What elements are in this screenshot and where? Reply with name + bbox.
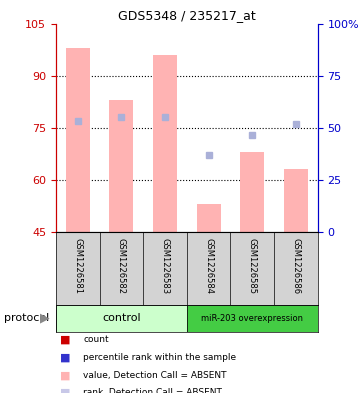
Text: control: control bbox=[102, 313, 141, 323]
Text: GSM1226585: GSM1226585 bbox=[248, 238, 257, 294]
Text: count: count bbox=[83, 336, 109, 344]
Text: rank, Detection Call = ABSENT: rank, Detection Call = ABSENT bbox=[83, 389, 222, 393]
Text: miR-203 overexpression: miR-203 overexpression bbox=[201, 314, 303, 323]
Text: ■: ■ bbox=[60, 388, 70, 393]
Text: GSM1226583: GSM1226583 bbox=[161, 238, 170, 294]
Bar bbox=[56, 305, 187, 332]
Text: GSM1226586: GSM1226586 bbox=[291, 238, 300, 294]
Title: GDS5348 / 235217_at: GDS5348 / 235217_at bbox=[118, 9, 256, 22]
Text: GSM1226584: GSM1226584 bbox=[204, 238, 213, 294]
Text: ■: ■ bbox=[60, 335, 70, 345]
Bar bbox=[284, 169, 308, 232]
Bar bbox=[66, 48, 90, 232]
Text: ▶: ▶ bbox=[40, 312, 50, 325]
Text: GSM1226581: GSM1226581 bbox=[73, 238, 82, 294]
Bar bbox=[109, 100, 133, 232]
Bar bbox=[197, 204, 221, 232]
Text: protocol: protocol bbox=[4, 313, 49, 323]
Bar bbox=[240, 152, 264, 232]
Text: ■: ■ bbox=[60, 353, 70, 363]
Bar bbox=[187, 305, 318, 332]
Text: GSM1226582: GSM1226582 bbox=[117, 238, 126, 294]
Text: ■: ■ bbox=[60, 370, 70, 380]
Text: percentile rank within the sample: percentile rank within the sample bbox=[83, 353, 236, 362]
Text: value, Detection Call = ABSENT: value, Detection Call = ABSENT bbox=[83, 371, 227, 380]
Bar bbox=[153, 55, 177, 232]
